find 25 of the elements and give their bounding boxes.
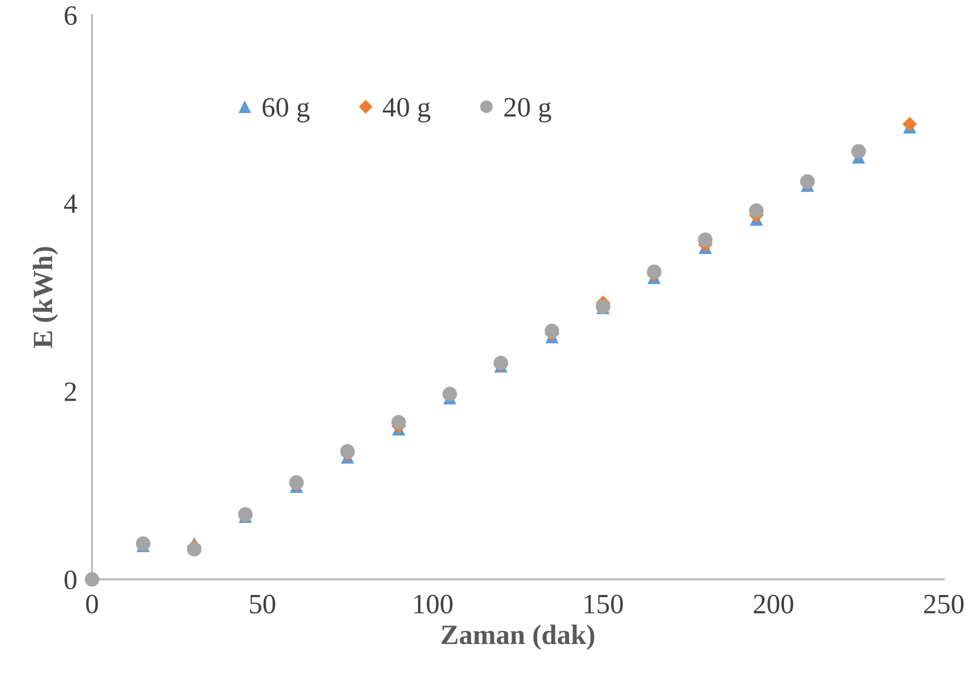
point <box>698 232 713 248</box>
x-tick-label: 250 <box>924 594 964 614</box>
y-axis-title: E (kWh) <box>32 247 58 348</box>
point <box>902 116 917 132</box>
legend-label: 40 g <box>382 98 430 122</box>
x-tick-label: 50 <box>250 594 276 614</box>
point <box>442 386 458 402</box>
x-tick-label: 100 <box>414 594 452 614</box>
x-tick-label: 200 <box>754 594 794 614</box>
x-tick-label: 150 <box>584 594 623 614</box>
point <box>84 572 100 587</box>
legend-label: 60 g <box>262 98 310 122</box>
legend-label: 20 g <box>504 98 552 122</box>
point <box>340 444 355 459</box>
point <box>851 144 866 159</box>
x-axis-title: Zaman (dak) <box>442 624 594 650</box>
x-tick-label: 0 <box>86 594 98 614</box>
point <box>749 203 764 218</box>
point <box>186 542 202 557</box>
point <box>646 264 662 280</box>
y-tick-label: 4 <box>64 194 78 213</box>
y-tick-label: 0 <box>64 570 76 590</box>
y-tick-label: 6 <box>64 6 77 25</box>
point <box>391 415 406 430</box>
y-tick-label: 2 <box>64 382 76 401</box>
